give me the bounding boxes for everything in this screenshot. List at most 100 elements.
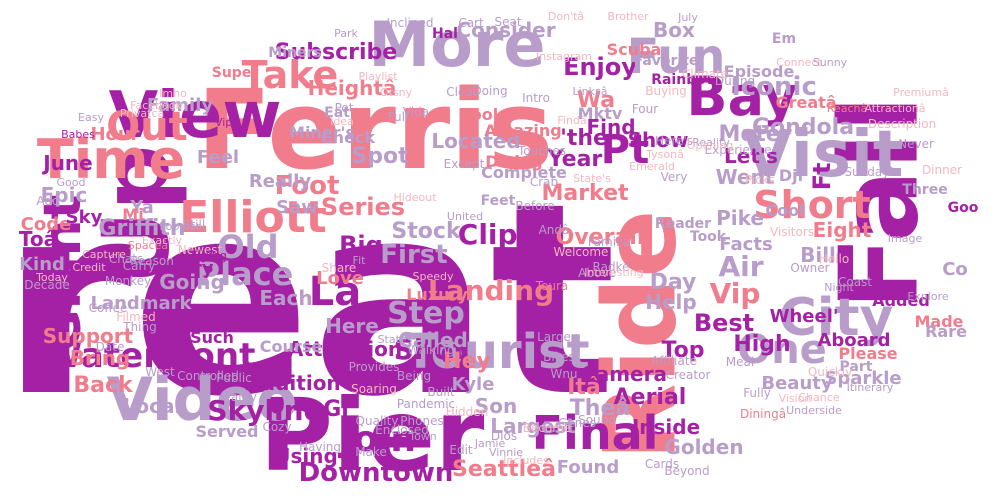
word-cloud-word: Decade <box>24 278 70 292</box>
word-cloud-word: Bikes <box>543 350 575 364</box>
word-cloud-word: Book <box>459 105 504 124</box>
word-cloud-word: Become <box>523 421 572 435</box>
word-cloud-word: Diving <box>485 152 543 171</box>
word-cloud-word: Kind <box>19 254 65 275</box>
word-cloud-word: Cart <box>458 16 484 30</box>
word-cloud-word: Best <box>694 309 754 337</box>
word-cloud-word: Aerial <box>614 385 687 410</box>
word-cloud-word: Familia <box>588 235 630 249</box>
word-cloud-word: Visit <box>743 118 904 192</box>
word-cloud-word: Facts <box>719 234 772 255</box>
word-cloud-word: Really <box>249 171 312 192</box>
word-cloud-word: Fit <box>353 254 367 267</box>
word-cloud-word: Welcome <box>554 245 609 259</box>
word-cloud-word: Box <box>653 18 695 42</box>
word-cloud-word: Crab <box>530 175 558 189</box>
word-cloud-word: Stock <box>391 219 462 244</box>
word-cloud-word: Up <box>83 145 190 286</box>
word-cloud-word: Make <box>355 445 387 459</box>
word-cloud-word: Super <box>212 65 259 81</box>
word-cloud-word: States <box>378 333 413 346</box>
word-cloud-word: Tourist <box>404 324 589 380</box>
word-cloud-word: Addition <box>245 371 340 395</box>
word-cloud-word: Underside <box>786 404 842 417</box>
word-cloud-word: Today <box>35 271 68 284</box>
word-cloud-word: Chats <box>109 252 143 266</box>
word-cloud-word: Except <box>444 157 485 171</box>
word-cloud-word: Large <box>537 330 571 344</box>
word-cloud-word: Course <box>260 337 323 356</box>
word-cloud-word: Favorite <box>634 53 699 69</box>
word-cloud-word: Wheel' <box>770 306 839 327</box>
word-cloud-word: Hidden <box>446 405 489 419</box>
word-cloud-word: Overall <box>556 225 645 250</box>
word-cloud-word: Clips <box>458 218 534 251</box>
word-cloud-word: Iconic <box>731 72 817 102</box>
word-cloud-word: Share <box>322 261 357 275</box>
word-cloud-word: Gondola <box>752 115 854 140</box>
word-cloud-word: During <box>715 74 755 88</box>
word-cloud-word: Sound <box>578 413 616 427</box>
word-cloud-word: Big <box>339 231 383 259</box>
word-cloud-word: Affiliate <box>651 354 697 368</box>
word-cloud-word: Saw <box>276 197 318 218</box>
word-cloud-word: Back <box>73 373 134 398</box>
word-cloud-word: Idea <box>330 115 354 128</box>
word-cloud-word: Seattleâ <box>452 457 556 482</box>
word-cloud-word: Pot <box>335 101 354 115</box>
word-cloud-word: Chance <box>798 391 839 404</box>
word-cloud-word: Hideout <box>393 191 437 204</box>
word-cloud-word: Still <box>183 218 205 232</box>
word-cloud-word: Family <box>147 95 213 116</box>
word-cloud-word: Skyline <box>207 394 322 427</box>
word-cloud-word: Ft <box>808 162 836 190</box>
word-cloud-word: Reader <box>655 216 711 232</box>
word-cloud-word: Made <box>914 312 963 331</box>
word-cloud-word: Fall <box>818 96 943 310</box>
word-cloud-word: Imho <box>159 87 187 100</box>
word-cloud-word: Seat <box>494 15 521 29</box>
word-cloud-word: Otsny <box>380 86 413 99</box>
word-cloud-word: Place <box>197 255 294 293</box>
word-cloud-word: Visitors <box>770 225 814 239</box>
word-cloud-word: Miner's <box>289 123 355 142</box>
word-cloud-word: Reachâ <box>827 102 867 115</box>
word-cloud-word: Premiumâ <box>893 86 949 99</box>
word-cloud-word: Ferris <box>197 66 554 194</box>
word-cloud-word: Enjoy <box>563 53 637 81</box>
word-cloud-word: Took <box>690 229 727 245</box>
word-cloud-word: Mi <box>122 205 143 224</box>
word-cloud-word: Episode <box>724 62 795 81</box>
word-cloud-word: State's <box>573 172 611 185</box>
word-cloud-word: Monkey <box>105 274 151 288</box>
word-cloud-word: Meal <box>726 355 754 369</box>
word-cloud-word: Jamie <box>474 437 506 450</box>
word-cloud-word: Mktv <box>578 104 623 123</box>
word-cloud-word: Itinerary <box>847 381 894 394</box>
word-cloud-word: Intro <box>522 91 550 105</box>
word-cloud-word: Goo <box>948 200 979 216</box>
word-cloud-word: Rainbow <box>651 72 719 88</box>
word-cloud-word: Flying <box>191 249 227 263</box>
word-cloud-word: Heightâ <box>308 76 397 100</box>
word-cloud-word: Connect <box>776 56 822 69</box>
word-cloud-word: Foot <box>275 171 340 201</box>
word-cloud-word: Attraction <box>288 337 402 361</box>
word-cloud-word: Having <box>299 440 341 454</box>
word-cloud-word: Check <box>321 128 375 147</box>
word-cloud-word: City <box>779 288 894 348</box>
word-cloud-word: Sunny <box>813 56 848 69</box>
word-cloud-word: Top <box>662 338 705 363</box>
word-cloud-word: Help <box>645 290 696 314</box>
word-cloud-word: Pt <box>601 127 649 173</box>
word-cloud-word: June <box>41 151 92 175</box>
word-cloud-word: Genes <box>558 416 596 430</box>
word-cloud-word: Good <box>57 176 86 189</box>
word-cloud-word: Radke <box>593 260 630 274</box>
word-cloud-word: Vision <box>779 392 812 405</box>
word-cloud-word: Eight <box>813 218 872 242</box>
word-cloud-word: Privatcâ <box>120 107 164 120</box>
word-cloud-word: Series <box>321 193 405 221</box>
word-cloud-word: Fairly <box>225 390 257 404</box>
